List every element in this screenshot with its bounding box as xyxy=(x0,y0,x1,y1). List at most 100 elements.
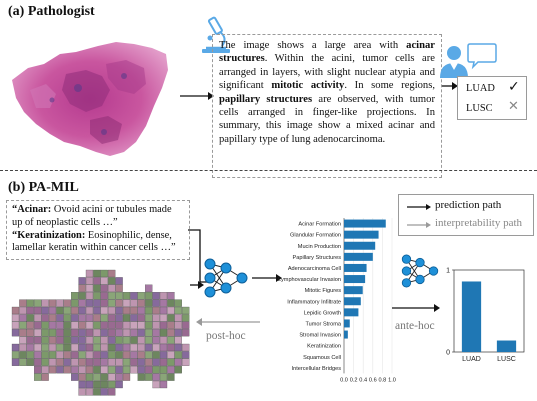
concept-bar xyxy=(344,230,379,239)
patch-tile xyxy=(41,351,49,359)
patch-tile xyxy=(152,351,160,359)
patch-tile xyxy=(167,358,175,366)
concept-label: Mucin Production xyxy=(298,244,341,250)
patch-tile xyxy=(63,343,71,352)
patch-tile xyxy=(122,366,131,374)
patch-tile xyxy=(122,351,131,359)
concept-label: Mitotic Figures xyxy=(305,288,342,294)
patch-tile xyxy=(48,321,57,329)
ante-hoc-arrow xyxy=(392,304,440,312)
network-node xyxy=(204,272,216,284)
x-tick-label: 0.6 xyxy=(369,377,377,383)
descriptor-acinar: “Acinar: Ovoid acini or tubules made up … xyxy=(12,204,172,228)
patch-tile xyxy=(174,351,182,359)
patch-tile xyxy=(93,373,101,381)
concept-bar xyxy=(344,297,361,306)
patch-tile xyxy=(108,380,116,389)
cross-icon: ✕ xyxy=(508,99,519,114)
patch-tile xyxy=(48,336,57,344)
patch-tile xyxy=(159,321,168,329)
patch-tile xyxy=(78,388,86,396)
section-a-title: (a) Pathologist xyxy=(8,4,95,19)
patch-tile xyxy=(100,358,108,366)
patch-tile xyxy=(48,358,57,366)
prediction-bar xyxy=(496,340,517,352)
patch-tile xyxy=(26,314,34,322)
arrow-to-diagnosis xyxy=(442,82,458,90)
patch-tile xyxy=(159,336,168,344)
patch-tile xyxy=(159,358,168,366)
diagnosis-box: LUAD ✓ LUSC ✕ xyxy=(457,76,527,120)
patch-tile xyxy=(122,336,131,344)
whole-slide-image xyxy=(12,42,168,156)
patch-tile xyxy=(19,358,27,366)
patch-tile xyxy=(137,329,145,337)
patch-tile xyxy=(71,358,79,366)
patch-tile xyxy=(11,329,20,337)
concept-label: Squamous Cell xyxy=(303,355,341,361)
prediction-path-swatch xyxy=(407,204,431,210)
patch-tile xyxy=(63,306,71,315)
patch-tile xyxy=(34,314,42,322)
patch-tile xyxy=(85,277,94,285)
patch-tile xyxy=(174,314,182,322)
concept-label: Keratinization xyxy=(307,344,341,350)
patch-tile xyxy=(48,343,57,352)
patch-tile xyxy=(11,351,20,359)
patch-tile xyxy=(137,306,145,315)
patch-tile xyxy=(167,314,175,322)
patch-tile xyxy=(71,329,79,337)
patch-tile xyxy=(41,299,49,307)
patch-tile xyxy=(78,343,86,352)
patch-tile xyxy=(137,373,145,381)
patch-tile xyxy=(152,329,160,337)
patch-tile xyxy=(93,284,101,292)
patch-tile xyxy=(145,351,153,359)
patch-tile xyxy=(115,277,123,285)
patch-tile xyxy=(130,321,138,329)
patch-tile xyxy=(174,329,182,337)
patch-tile xyxy=(108,343,116,352)
patch-tile xyxy=(41,306,49,315)
patch-tile xyxy=(152,321,160,329)
patch-tile xyxy=(167,292,175,300)
patch-tile xyxy=(174,306,182,315)
patch-tile xyxy=(100,277,108,285)
patch-tile xyxy=(137,336,145,344)
patch-tile xyxy=(182,306,190,315)
patch-tile xyxy=(56,299,64,307)
patch-tile xyxy=(159,366,168,374)
patch-tile xyxy=(85,366,94,374)
patch-tile xyxy=(122,292,131,300)
patch-tile xyxy=(71,351,79,359)
patch-tile xyxy=(100,299,108,307)
patch-tile xyxy=(56,329,64,337)
patch-tile xyxy=(63,358,71,366)
report-segment: . In some regions, xyxy=(344,80,436,92)
patch-tile xyxy=(174,336,182,344)
patch-tile xyxy=(78,366,86,374)
patch-tile xyxy=(159,306,168,315)
patch-tile xyxy=(41,329,49,337)
patch-tile xyxy=(152,306,160,315)
patch-tile xyxy=(71,343,79,352)
arrow-to-concept-chart xyxy=(252,274,282,282)
patch-tile xyxy=(145,358,153,366)
patch-tile xyxy=(137,343,145,352)
patch-tile xyxy=(167,351,175,359)
class-label: LUSC xyxy=(497,356,516,363)
patch-tile xyxy=(78,329,86,337)
patch-tile xyxy=(100,321,108,329)
concept-bar xyxy=(344,241,376,250)
concept-label: Adenocarcinoma Cell xyxy=(288,266,341,272)
patch-tile xyxy=(71,314,79,322)
patch-tile xyxy=(85,292,94,300)
patch-tile xyxy=(34,373,42,381)
pathology-report-text: The image shows a large area with acinar… xyxy=(219,39,435,146)
patch-tile xyxy=(34,299,42,307)
patch-tile xyxy=(122,314,131,322)
network-node xyxy=(428,266,439,276)
x-tick-label: 1.0 xyxy=(388,377,396,383)
patch-tile xyxy=(78,284,86,292)
patch-tile xyxy=(122,321,131,329)
